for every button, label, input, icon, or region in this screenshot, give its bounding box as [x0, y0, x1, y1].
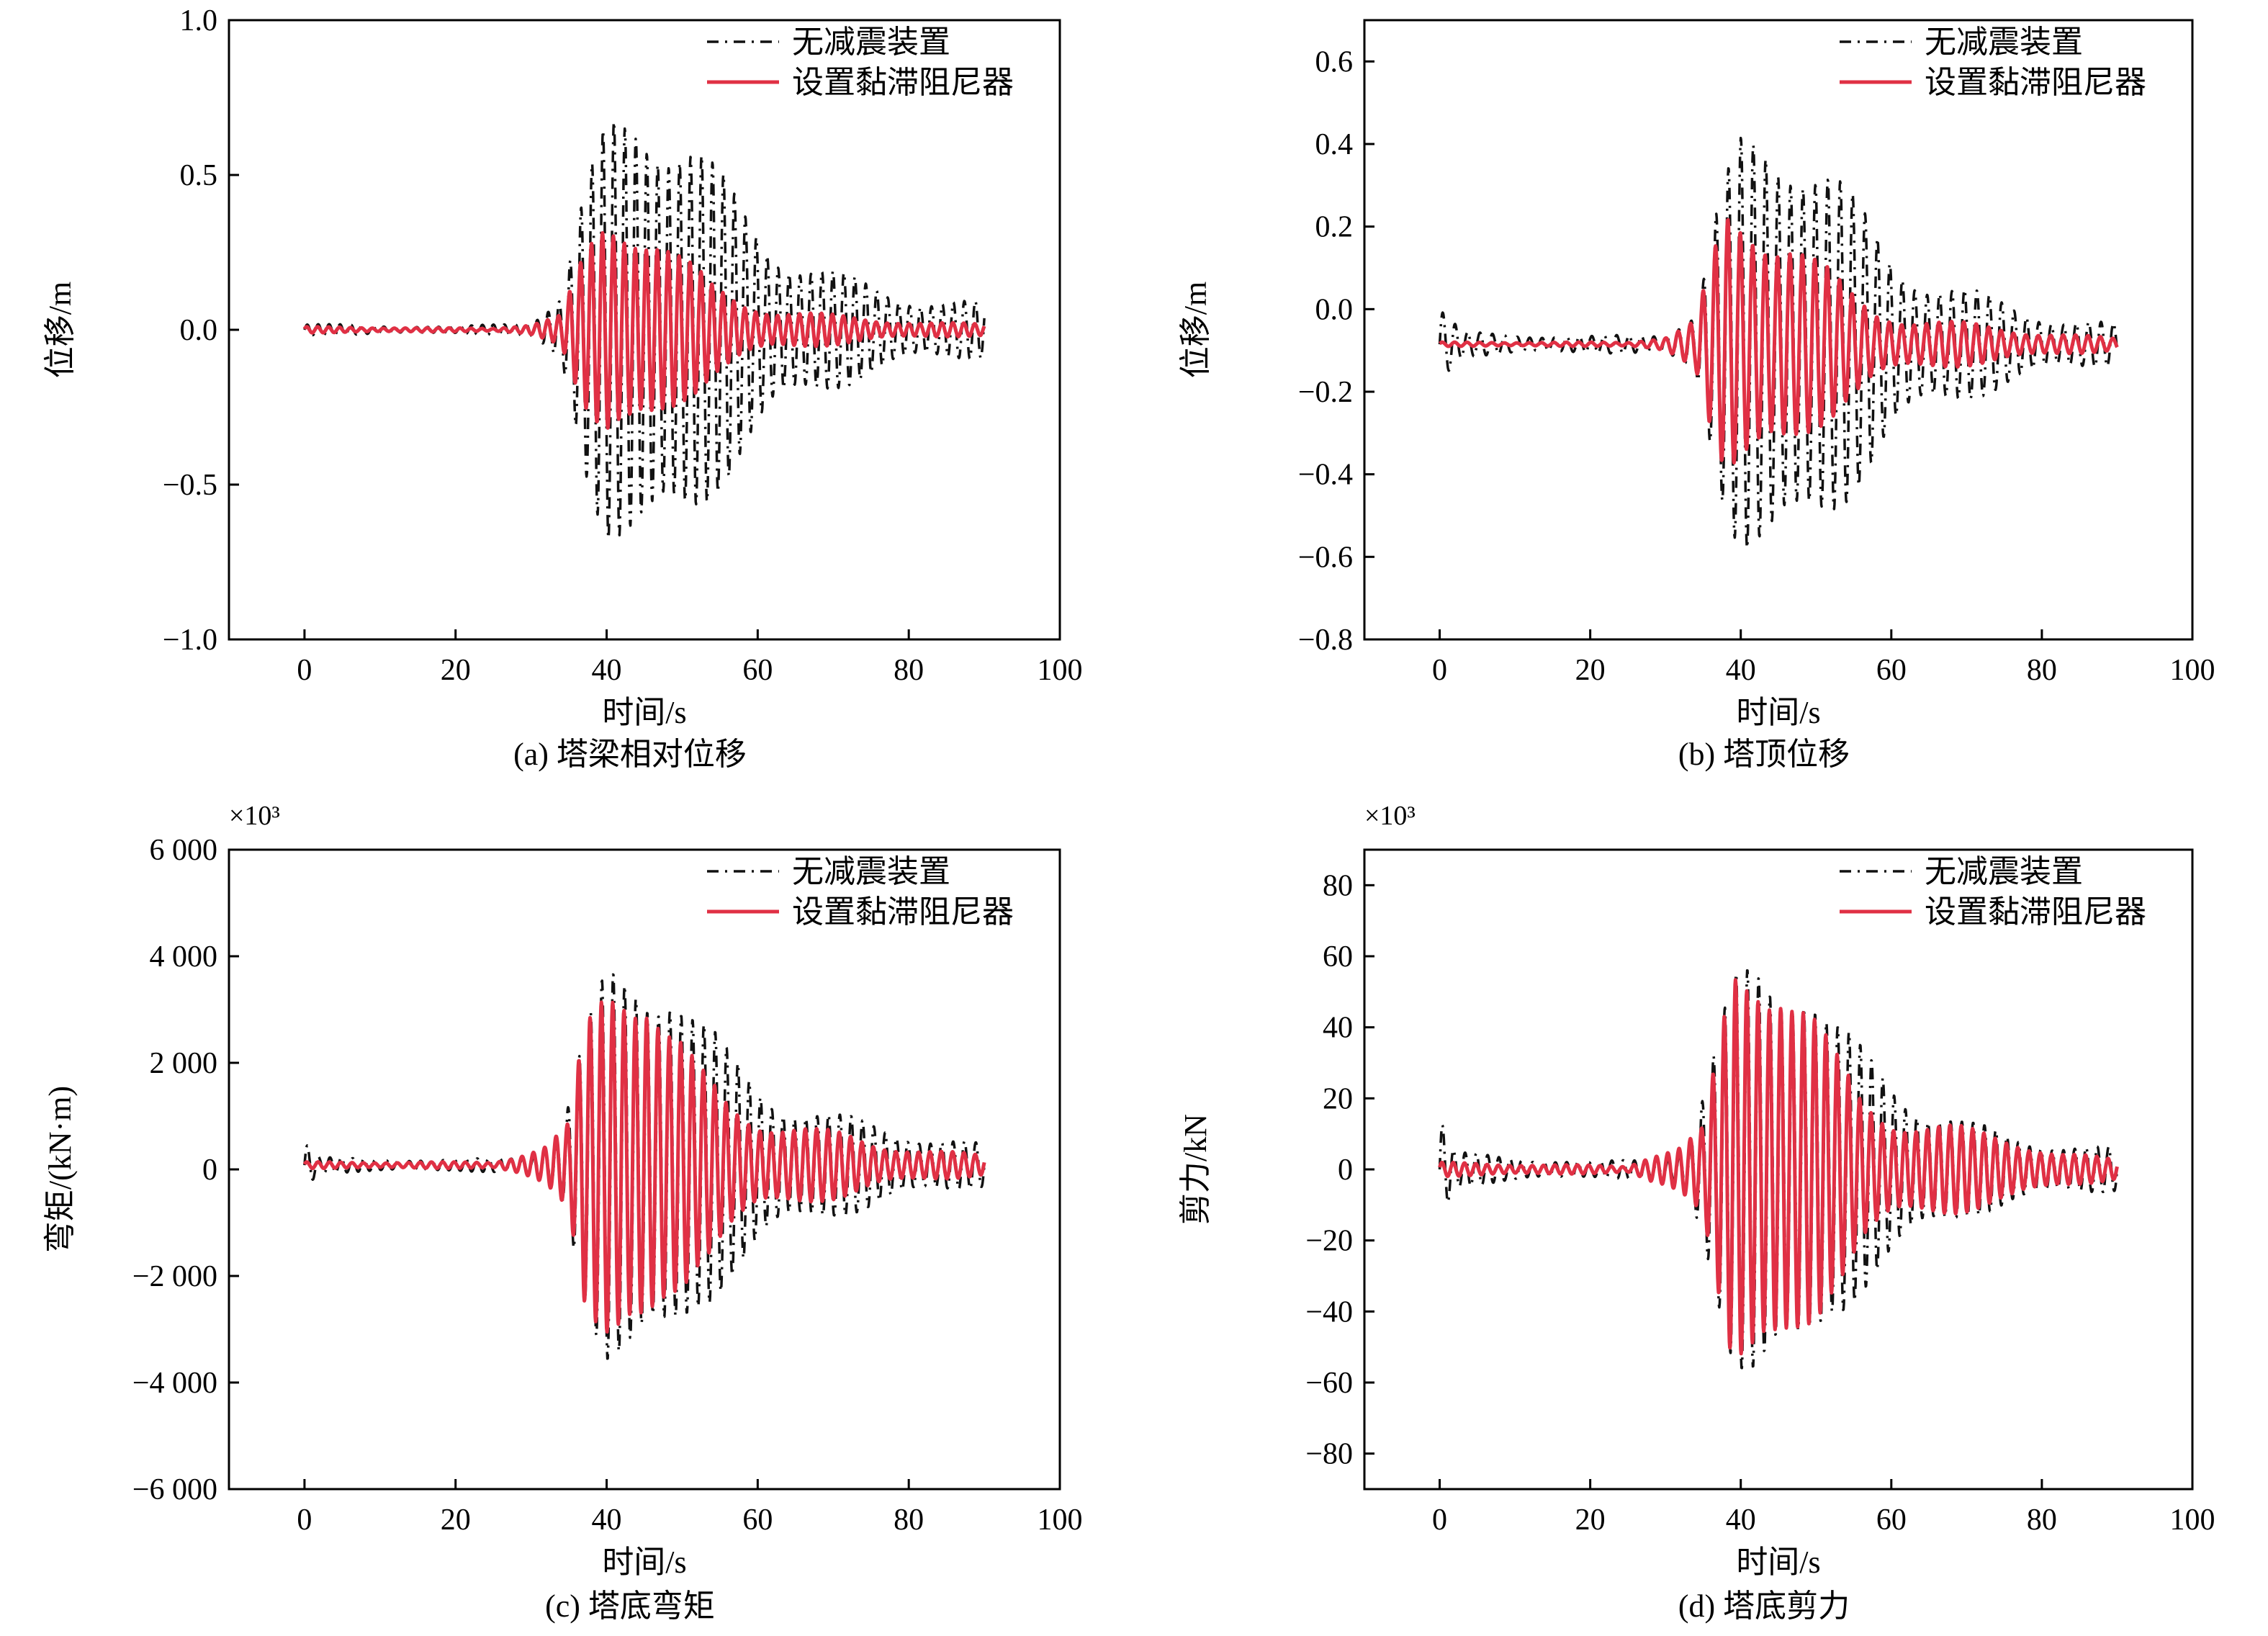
legend-label: 设置黏滞阻尼器: [792, 65, 1014, 100]
y-multiplier: ×10³: [229, 801, 280, 831]
plot-frame: [1363, 19, 2194, 641]
y-tick-label: 0: [1338, 1154, 1353, 1187]
x-tick-label: 60: [1876, 1504, 1907, 1537]
chart-d: 0 20 40 60 80 100 −80 −60 −40 −20 0 20 40 60 80 时间/s 剪力/…: [1178, 801, 2215, 1624]
legend-label: 无减震装置: [792, 24, 950, 60]
series-line-no-damper: [1438, 136, 2119, 549]
y-tick-label: 0.2: [1315, 211, 1354, 244]
x-tick-label: 0: [297, 1504, 312, 1537]
y-tick-label: 0.0: [1315, 293, 1354, 326]
y-tick-label: 20: [1323, 1082, 1353, 1115]
x-tick-label: 100: [1038, 1504, 1083, 1537]
x-tick-label: 80: [2027, 654, 2057, 687]
y-axis-title: 剪力/kN: [1178, 1114, 1213, 1225]
x-tick-label: 100: [1038, 654, 1083, 687]
x-axis-title: 时间/s: [602, 1545, 686, 1580]
y-tick-label: −1.0: [163, 624, 217, 657]
y-tick-label: 40: [1323, 1012, 1353, 1045]
y-tick-label: −0.6: [1298, 541, 1353, 574]
y-tick-label: 4 000: [150, 940, 218, 974]
legend-label: 设置黏滞阻尼器: [792, 894, 1014, 930]
y-tick-label: 0.5: [180, 159, 218, 192]
x-tick-label: 60: [742, 1504, 773, 1537]
x-axis-title: 时间/s: [1736, 1545, 1820, 1580]
y-tick-label: −20: [1305, 1225, 1353, 1258]
y-tick-label: 0.6: [1315, 45, 1354, 78]
panel-caption: (d) 塔底剪力: [1678, 1588, 1850, 1624]
y-tick-label: −0.2: [1298, 376, 1353, 409]
x-axis-title: 时间/s: [1736, 695, 1820, 730]
x-axis-title: 时间/s: [602, 695, 686, 730]
panel-caption: (c) 塔底弯矩: [545, 1588, 715, 1624]
x-tick-label: 40: [592, 1504, 622, 1537]
y-tick-label: −60: [1305, 1367, 1353, 1400]
series-line-viscous-damper: [302, 231, 986, 430]
chart-c: 0 20 40 60 80 100 −6 000 −4 000 −2 000 0 2 000 4 00…: [42, 801, 1083, 1624]
x-tick-label: 20: [1575, 654, 1606, 687]
y-tick-label: 80: [1323, 869, 1353, 902]
x-tick-label: 40: [592, 654, 622, 687]
panel-caption: (a) 塔梁相对位移: [513, 737, 747, 772]
y-tick-label: −0.4: [1298, 459, 1353, 492]
y-tick-label: −4 000: [132, 1367, 217, 1400]
x-tick-label: 0: [297, 654, 312, 687]
y-axis-title: 位移/m: [42, 282, 78, 378]
x-tick-label: 80: [894, 654, 924, 687]
x-tick-label: 20: [1575, 1504, 1606, 1537]
y-tick-label: 2 000: [150, 1047, 218, 1080]
y-tick-label: 0.4: [1315, 128, 1354, 161]
y-axis-title: 弯矩/(kN·m): [42, 1086, 78, 1253]
x-tick-label: 20: [441, 654, 471, 687]
legend-label: 设置黏滞阻尼器: [1925, 65, 2146, 100]
y-tick-label: 6 000: [150, 834, 218, 867]
legend-label: 设置黏滞阻尼器: [1925, 894, 2146, 930]
panel-caption: (b) 塔顶位移: [1678, 737, 1850, 772]
x-tick-label: 40: [1726, 654, 1756, 687]
y-tick-label: 60: [1323, 940, 1353, 974]
y-tick-label: −0.8: [1298, 624, 1353, 657]
legend-label: 无减震装置: [792, 854, 950, 889]
y-tick-label: 1.0: [180, 4, 218, 37]
y-tick-label: −2 000: [132, 1260, 217, 1293]
y-tick-label: 0.0: [180, 314, 218, 347]
x-tick-label: 80: [2027, 1504, 2057, 1537]
y-tick-label: 0: [202, 1154, 217, 1187]
y-multiplier: ×10³: [1364, 801, 1416, 831]
y-tick-label: −0.5: [163, 469, 217, 502]
x-tick-label: 40: [1726, 1504, 1756, 1537]
x-tick-label: 0: [1432, 1504, 1447, 1537]
y-tick-label: −80: [1305, 1438, 1353, 1471]
x-tick-label: 100: [2170, 1504, 2215, 1537]
x-tick-label: 80: [894, 1504, 924, 1537]
chart-b: 0 20 40 60 80 100 −0.8 −0.6 −0.4 −0.2 0.0 0.2 0.4 0.6…: [1178, 19, 2215, 772]
chart-a: 0 20 40 60 80 100 −1.0 −0.5 0.0 0.5 1.0 时间/s 位移/m 无减震…: [42, 4, 1083, 772]
legend-label: 无减震装置: [1925, 854, 2083, 889]
y-tick-label: −40: [1305, 1295, 1353, 1329]
x-tick-label: 0: [1432, 654, 1447, 687]
series-line-viscous-damper: [302, 1000, 986, 1334]
x-tick-label: 100: [2170, 654, 2215, 687]
x-tick-label: 60: [742, 654, 773, 687]
series-line-viscous-damper: [1438, 217, 2119, 465]
x-tick-label: 20: [441, 1504, 471, 1537]
x-tick-label: 60: [1876, 654, 1907, 687]
y-tick-label: −6 000: [132, 1473, 217, 1506]
legend-label: 无减震装置: [1925, 24, 2083, 60]
y-axis-title: 位移/m: [1178, 282, 1213, 378]
series-line-viscous-damper: [1438, 978, 2119, 1356]
